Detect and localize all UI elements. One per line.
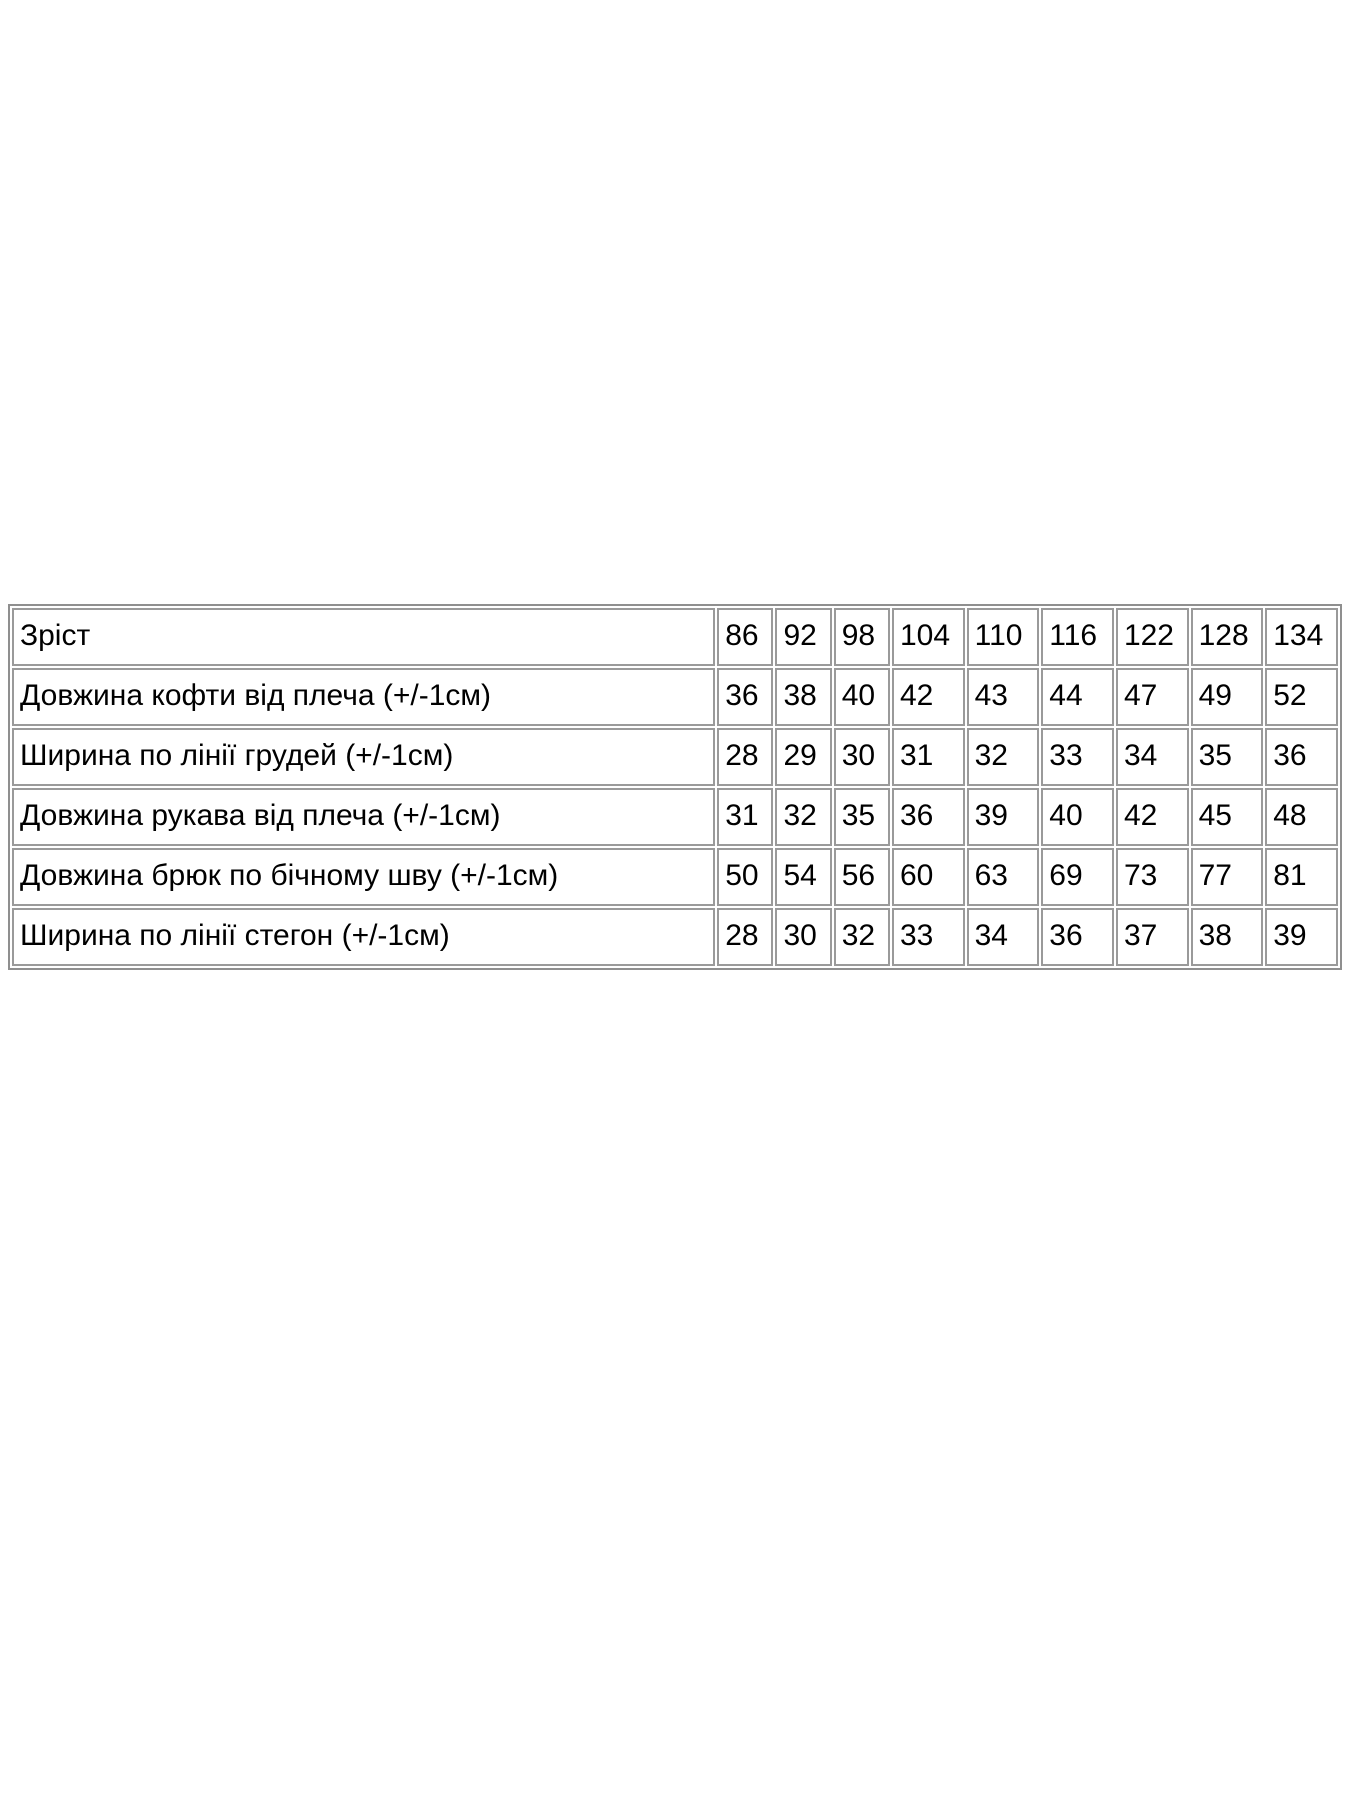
measure-cell: 56 xyxy=(833,848,890,906)
row-label: Довжина кофти від плеча (+/-1см) xyxy=(12,668,716,726)
measure-cell: 31 xyxy=(891,728,965,786)
measure-cell: 32 xyxy=(775,788,832,846)
measure-cell: 34 xyxy=(966,908,1040,966)
measure-cell: 32 xyxy=(966,728,1040,786)
measure-cell: 52 xyxy=(1265,668,1338,726)
measure-cell: 50 xyxy=(717,848,774,906)
measure-cell: 39 xyxy=(966,788,1040,846)
table-row: Зріст 86 92 98 104 110 116 122 128 134 xyxy=(12,608,1338,666)
measure-cell: 38 xyxy=(1190,908,1264,966)
measure-cell: 33 xyxy=(1041,728,1114,786)
measure-cell: 60 xyxy=(891,848,965,906)
size-chart-table: Зріст 86 92 98 104 110 116 122 128 134 Д… xyxy=(8,604,1342,970)
measure-cell: 63 xyxy=(966,848,1040,906)
measure-cell: 45 xyxy=(1190,788,1264,846)
table-row: Ширина по лінії стегон (+/-1см) 28 30 32… xyxy=(12,908,1338,966)
measure-cell: 36 xyxy=(1041,908,1114,966)
size-header-cell: 86 xyxy=(717,608,774,666)
size-header-cell: 98 xyxy=(833,608,890,666)
measure-cell: 36 xyxy=(1265,728,1338,786)
measure-cell: 44 xyxy=(1041,668,1114,726)
measure-cell: 30 xyxy=(833,728,890,786)
measure-cell: 37 xyxy=(1115,908,1189,966)
measure-cell: 32 xyxy=(833,908,890,966)
row-label: Ширина по лінії стегон (+/-1см) xyxy=(12,908,716,966)
measure-cell: 54 xyxy=(775,848,832,906)
measure-cell: 29 xyxy=(775,728,832,786)
size-header-cell: 128 xyxy=(1190,608,1264,666)
size-header-cell: 134 xyxy=(1265,608,1338,666)
measure-cell: 36 xyxy=(891,788,965,846)
measure-cell: 35 xyxy=(1190,728,1264,786)
measure-cell: 33 xyxy=(891,908,965,966)
size-header-cell: 104 xyxy=(891,608,965,666)
measure-cell: 28 xyxy=(717,728,774,786)
measure-cell: 69 xyxy=(1041,848,1114,906)
row-label: Довжина рукава від плеча (+/-1см) xyxy=(12,788,716,846)
measure-cell: 43 xyxy=(966,668,1040,726)
measure-cell: 39 xyxy=(1265,908,1338,966)
measure-cell: 31 xyxy=(717,788,774,846)
measure-cell: 34 xyxy=(1115,728,1189,786)
table-row: Ширина по лінії грудей (+/-1см) 28 29 30… xyxy=(12,728,1338,786)
size-header-cell: 110 xyxy=(966,608,1040,666)
size-chart-container: Зріст 86 92 98 104 110 116 122 128 134 Д… xyxy=(8,604,1342,970)
measure-cell: 49 xyxy=(1190,668,1264,726)
measure-cell: 47 xyxy=(1115,668,1189,726)
measure-cell: 48 xyxy=(1265,788,1338,846)
measure-cell: 77 xyxy=(1190,848,1264,906)
measure-cell: 73 xyxy=(1115,848,1189,906)
table-row: Довжина брюк по бічному шву (+/-1см) 50 … xyxy=(12,848,1338,906)
measure-cell: 40 xyxy=(1041,788,1114,846)
measure-cell: 42 xyxy=(1115,788,1189,846)
size-header-cell: 92 xyxy=(775,608,832,666)
table-row: Довжина рукава від плеча (+/-1см) 31 32 … xyxy=(12,788,1338,846)
measure-cell: 38 xyxy=(775,668,832,726)
measure-cell: 35 xyxy=(833,788,890,846)
measure-cell: 40 xyxy=(833,668,890,726)
measure-cell: 30 xyxy=(775,908,832,966)
measure-cell: 42 xyxy=(891,668,965,726)
measure-cell: 28 xyxy=(717,908,774,966)
row-label: Зріст xyxy=(12,608,716,666)
size-header-cell: 116 xyxy=(1041,608,1114,666)
row-label: Довжина брюк по бічному шву (+/-1см) xyxy=(12,848,716,906)
row-label: Ширина по лінії грудей (+/-1см) xyxy=(12,728,716,786)
size-header-cell: 122 xyxy=(1115,608,1189,666)
measure-cell: 36 xyxy=(717,668,774,726)
table-row: Довжина кофти від плеча (+/-1см) 36 38 4… xyxy=(12,668,1338,726)
measure-cell: 81 xyxy=(1265,848,1338,906)
